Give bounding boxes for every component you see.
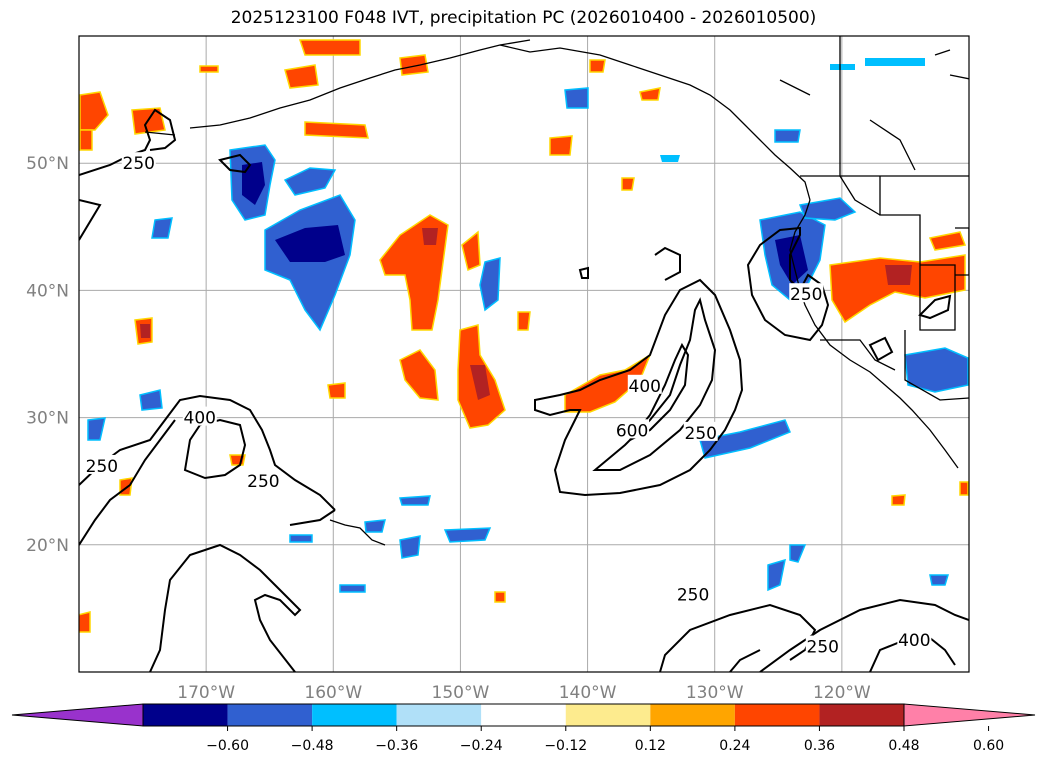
colorbar-tick-label: 0.36 — [804, 738, 835, 754]
contour-label-background — [627, 374, 662, 394]
precipitation-shading — [79, 39, 969, 633]
contour-label: 400 — [184, 409, 216, 429]
contour-label-background — [683, 421, 718, 441]
contour-label-background — [182, 406, 217, 426]
colorbar-tick-label: −0.60 — [206, 738, 249, 754]
positive-anomaly-area — [79, 39, 969, 633]
colorbar-tick-label: 0.24 — [719, 738, 750, 754]
contour-label: 250 — [807, 638, 839, 658]
colorbar-extend-max — [903, 703, 1036, 727]
map-background — [79, 36, 969, 672]
contour-label-background — [676, 583, 711, 603]
contour-label-background — [615, 419, 650, 439]
contour-labels: 250 400 250 250 400 600 250 250 250 400 250 — [84, 152, 932, 658]
chart-title: 2025123100 F048 IVT, precipitation PC (2… — [230, 8, 817, 28]
contour-label: 400 — [629, 377, 661, 397]
colorbar-segment — [227, 704, 313, 726]
colorbar-tick-label: 0.60 — [973, 738, 1004, 754]
lon-tick-label: 130°W — [686, 683, 744, 703]
contour-label: 250 — [247, 472, 279, 492]
lon-tick-label: 120°W — [813, 683, 871, 703]
colorbar-segment — [481, 704, 566, 726]
contour-label: 400 — [898, 631, 930, 651]
lon-tick-label: 140°W — [559, 683, 617, 703]
contour-label-background — [805, 635, 840, 655]
colorbar-segment — [734, 704, 820, 726]
contour-label-background — [789, 283, 824, 303]
colorbar-tick-label: −0.48 — [291, 738, 334, 754]
colorbar: −0.60 −0.48 −0.36 −0.24 −0.12 0.12 0.24 0.36 0.4… — [11, 703, 1036, 754]
lat-tick-label: 20°N — [26, 536, 69, 556]
contour-label: 250 — [685, 424, 717, 444]
lon-tick-label: 170°W — [177, 683, 235, 703]
colorbar-segment — [312, 704, 397, 726]
coastlines — [144, 36, 969, 546]
lat-tick-label: 50°N — [26, 154, 69, 174]
colorbar-tick-label: −0.24 — [460, 738, 503, 754]
colorbar-tick-label: 0.48 — [888, 738, 919, 754]
negative-anomaly-area — [87, 58, 969, 593]
contour-label-background — [246, 470, 281, 490]
lon-tick-label: 160°W — [304, 683, 362, 703]
colorbar-segment — [565, 704, 651, 726]
colorbar-outline — [142, 703, 905, 727]
colorbar-tick-label: 0.12 — [635, 738, 666, 754]
colorbar-tick-label: −0.12 — [544, 738, 587, 754]
colorbar-segment — [143, 704, 228, 726]
colorbar-segment — [396, 704, 482, 726]
contour-label: 250 — [123, 154, 155, 174]
contour-label-background — [121, 152, 156, 172]
contour-label: 250 — [677, 585, 709, 605]
contour-label: 600 — [616, 421, 648, 441]
ivt-contours — [79, 108, 969, 672]
colorbar-segment — [819, 704, 904, 726]
colorbar-segment — [650, 704, 735, 726]
colorbar-tick-label: −0.36 — [375, 738, 418, 754]
contour-label-background — [84, 454, 119, 474]
contour-label: 250 — [86, 457, 118, 477]
contour-label-background — [897, 629, 932, 649]
longitude-labels: 170°W 160°W 150°W 140°W 130°W 120°W — [177, 683, 871, 703]
lat-tick-label: 30°N — [26, 409, 69, 429]
colorbar-extend-min — [11, 703, 144, 727]
latitude-labels: 20°N 30°N 40°N 50°N — [26, 154, 69, 556]
contour-label: 250 — [790, 285, 822, 305]
lat-tick-label: 40°N — [26, 281, 69, 301]
map-frame — [78, 35, 970, 673]
lon-tick-label: 150°W — [432, 683, 490, 703]
